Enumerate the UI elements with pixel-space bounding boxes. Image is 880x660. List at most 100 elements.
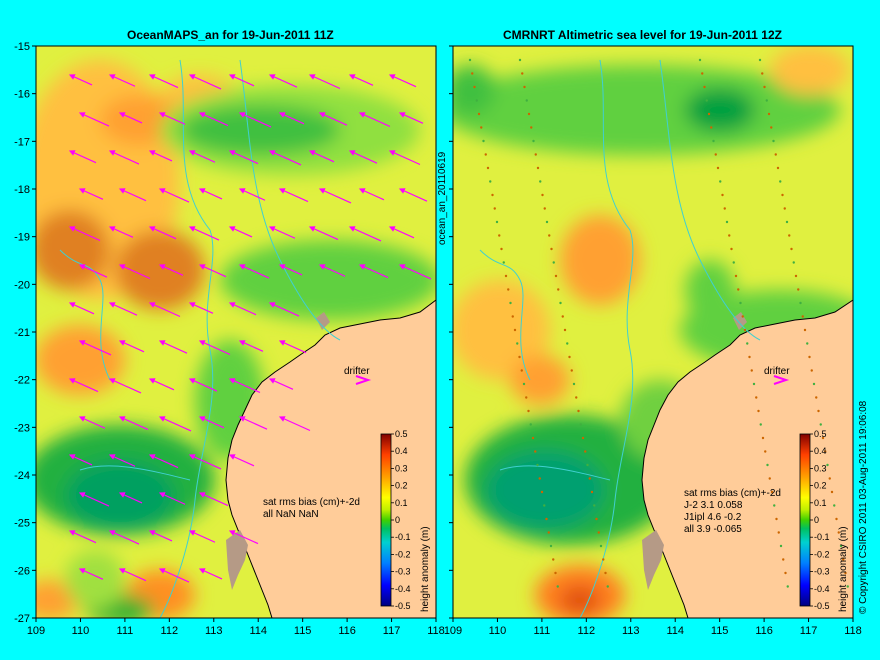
track-point [480,126,483,129]
track-point [511,315,514,318]
current-arrow [148,454,179,469]
track-point [599,544,603,548]
track-point [581,436,585,440]
track-point [779,180,782,183]
current-arrow [228,530,259,545]
colorbar-tick-label: 0.4 [814,446,827,456]
track-point [774,153,777,156]
colorbar-tick-label: 0 [814,515,819,525]
current-arrow [78,568,104,580]
track-point [584,450,587,453]
lon-tick-label: 111 [117,625,134,637]
track-point [792,261,795,264]
track-point [819,423,822,426]
altimeter-track-points [468,58,849,588]
current-arrow [308,150,335,163]
track-point [530,126,533,129]
current-arrow [68,226,101,242]
track-point [491,193,494,197]
track-point [516,342,519,345]
current-arrow [318,264,346,277]
track-point [550,247,553,251]
current-arrow [188,226,220,241]
current-arrow [68,74,93,86]
track-point [563,328,567,332]
track-point [705,99,708,102]
track-point [536,166,540,170]
track-point [502,261,505,264]
track-point [531,436,535,440]
lat-tick-label: -21 [14,327,30,339]
track-point [486,166,490,170]
track-point [779,544,783,548]
current-arrow [78,112,110,127]
current-arrow [228,454,255,467]
colorbar-tick-label: -0.4 [814,584,830,594]
track-point [549,544,553,548]
current-arrow [398,112,424,124]
current-arrow [388,150,421,166]
track-point [484,153,487,156]
current-arrow [198,188,223,200]
track-point [575,396,578,399]
colorbar-tick-label: 0.5 [395,429,408,439]
current-arrow [108,74,136,87]
track-point [586,463,589,467]
lat-tick-label: -24 [14,470,30,482]
stats-line: J1ipl 4.6 -0.2 [684,512,742,523]
current-arrow [238,112,272,128]
track-point [482,139,485,143]
current-arrow [118,568,147,582]
track-point [812,382,816,386]
stats-line: J-2 3.1 0.058 [684,500,743,511]
current-arrow [188,378,218,392]
track-point [734,274,738,278]
reef-patch-left [226,530,248,590]
track-point [801,315,804,318]
track-point [590,490,594,494]
track-point [509,301,512,305]
track-point [719,180,722,183]
current-arrow [108,226,134,238]
lon-tick-label: 112 [161,625,179,637]
lat-tick-label: -23 [14,422,30,434]
track-point [826,463,829,467]
panel-title-left: OceanMAPS_an for 19-Jun-2011 11Z [127,28,334,42]
axis-ticks: 109 110 111 112 113 114 115 116 117 118 -15 -16 -17 -… [14,41,862,637]
lon-tick-label: 117 [800,625,818,637]
track-point [806,342,809,345]
current-arrow [358,112,391,128]
track-point [828,477,831,480]
track-point [743,328,747,332]
current-arrow [388,226,415,239]
track-point [767,112,771,116]
track-point [534,153,537,156]
current-arrow [198,416,225,429]
track-point [770,126,773,129]
track-point [543,207,546,210]
track-point [835,517,838,521]
lon-tick-label: 113 [622,625,640,637]
stats-box-left: sat rms bias (cm)+-2d all NaN NaN [263,497,360,521]
lat-tick-label: -27 [14,613,30,625]
current-arrow [278,416,311,432]
track-point [543,504,546,507]
lat-tick-label: -17 [14,136,30,148]
track-point [595,517,598,521]
current-arrow [348,226,382,242]
lon-tick-label: 118 [844,625,862,637]
track-point [602,558,605,561]
current-arrow [278,264,303,276]
current-arrow [148,226,177,240]
current-arrow [198,340,231,356]
current-arrow [188,302,214,314]
current-arrow [148,302,181,318]
track-point [552,261,555,264]
current-arrow [228,226,253,238]
colorbar-tick-label: 0.3 [395,463,408,473]
lat-tick-label: -16 [14,89,30,101]
track-point [712,139,715,143]
track-point [527,409,530,413]
current-arrow [118,112,143,124]
track-point [498,234,501,237]
